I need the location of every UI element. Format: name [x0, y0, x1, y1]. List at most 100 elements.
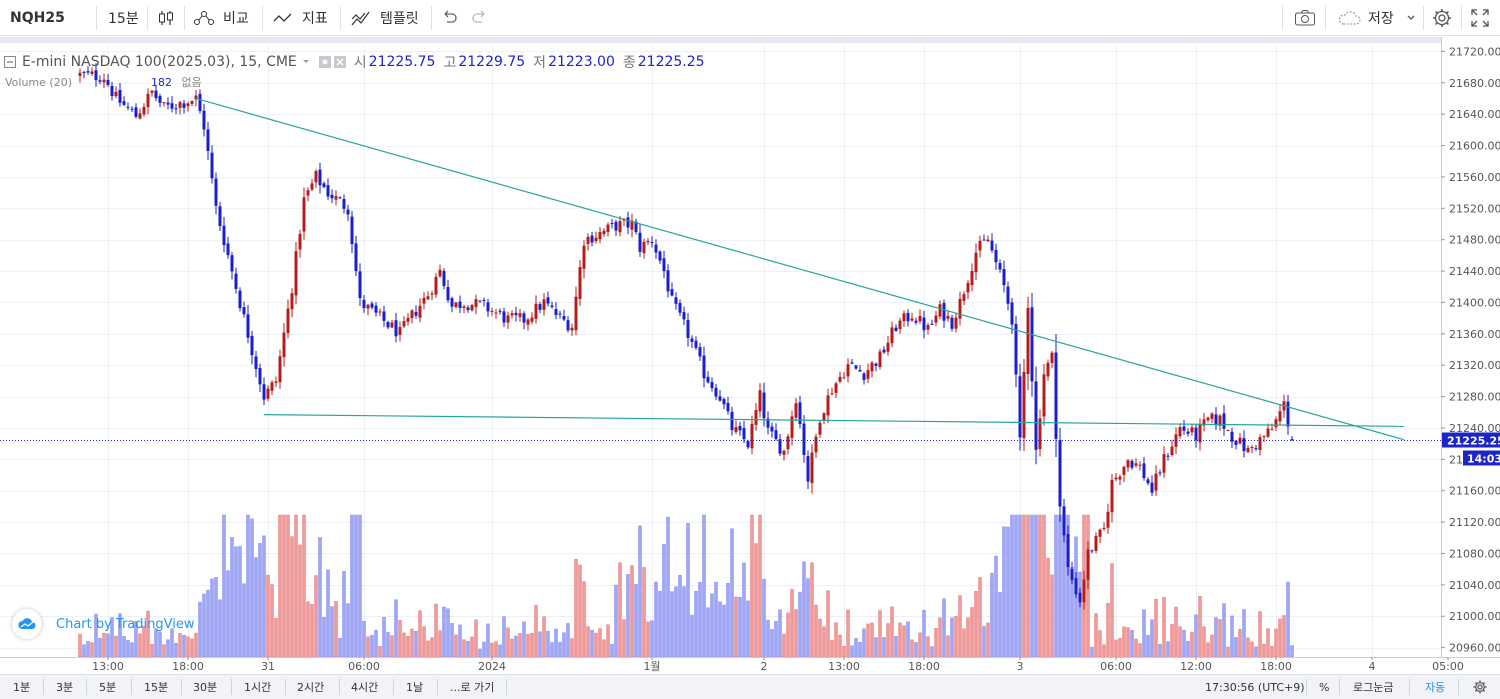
volume-bar — [946, 635, 950, 658]
range-30m[interactable]: 30분 — [193, 675, 217, 699]
range-label: 15분 — [144, 681, 169, 694]
candle-body — [442, 270, 446, 286]
chart-style-button[interactable] — [156, 0, 176, 36]
volume-bar — [1250, 641, 1254, 658]
divider — [1423, 6, 1424, 30]
candle-body — [806, 456, 810, 482]
candle-body — [1074, 578, 1078, 595]
close-icon[interactable] — [333, 56, 346, 68]
legend-title[interactable]: E-mini NASDAQ 100(2025.03), 15, CME — [22, 54, 297, 70]
scale-settings-button[interactable] — [1473, 675, 1487, 699]
range-4h[interactable]: 4시간 — [351, 675, 378, 699]
volume-bar — [470, 636, 474, 658]
candle-body — [298, 233, 302, 250]
range-1d[interactable]: 1날 — [406, 675, 423, 699]
price-tick-label: 21000.00 — [1449, 610, 1500, 623]
log-label: 로그눈금 — [1353, 681, 1394, 694]
candle-body — [710, 382, 714, 389]
range-15m[interactable]: 15분 — [144, 675, 168, 699]
volume-bar — [862, 628, 866, 658]
candle-body — [1238, 437, 1242, 444]
volume-legend[interactable]: Volume (20) 182 없음 — [5, 74, 202, 90]
undo-button[interactable] — [441, 0, 459, 36]
candle-body — [886, 342, 890, 352]
range-5m[interactable]: 5분 — [99, 675, 116, 699]
candle-body — [106, 79, 110, 85]
candle-body — [378, 311, 382, 313]
volume-bar — [850, 645, 854, 658]
low-value: 21223.00 — [548, 54, 615, 70]
trendlines[interactable] — [0, 97, 1441, 441]
settings-button[interactable] — [1431, 0, 1453, 36]
candle-body — [706, 376, 710, 383]
volume-bar — [1274, 628, 1278, 658]
volume-bar — [970, 607, 974, 658]
candle-body — [862, 373, 866, 380]
snapshot-button[interactable] — [1294, 0, 1316, 36]
volume-bar — [1174, 606, 1178, 658]
volume-bar — [718, 601, 722, 658]
candle-body — [1262, 435, 1266, 437]
candle-body — [434, 276, 438, 295]
volume-bar — [1230, 615, 1234, 658]
candle-body — [126, 106, 130, 108]
candle-body — [790, 416, 794, 438]
candle-body — [290, 293, 294, 310]
candles — [78, 63, 1294, 610]
chart-area[interactable]: 20960.00 21000.00 21040.00 21080.00 21120.00… — [0, 37, 1500, 674]
symbol-search[interactable]: NQH25 — [10, 0, 65, 36]
candle-body — [1102, 527, 1106, 529]
volume-bar — [1122, 626, 1126, 658]
collapse-icon[interactable] — [4, 56, 16, 68]
compare-button[interactable]: 비교 — [193, 0, 249, 36]
save-button[interactable]: 저장 — [1336, 0, 1416, 36]
divider — [231, 679, 232, 695]
volume-bar — [574, 558, 578, 658]
redo-button[interactable] — [470, 0, 488, 36]
indicators-button[interactable]: 지표 — [272, 0, 328, 36]
candle-body — [90, 71, 94, 74]
candles-icon — [159, 11, 173, 25]
candle-body — [682, 312, 686, 320]
candle-body — [654, 244, 658, 253]
candle-body — [394, 320, 398, 337]
range-1h[interactable]: 1시간 — [244, 675, 271, 699]
volume-bar — [314, 575, 318, 658]
settings-icon[interactable] — [318, 56, 331, 68]
fullscreen-button[interactable] — [1470, 0, 1490, 36]
volume-bar — [306, 601, 310, 658]
volume-bar — [122, 636, 126, 658]
range-3m[interactable]: 3분 — [56, 675, 73, 699]
volume-bar — [1146, 635, 1150, 658]
volume-bar — [510, 638, 514, 658]
divider — [147, 6, 148, 30]
volume-bar — [350, 514, 354, 658]
volume-bar — [874, 637, 878, 658]
log-toggle[interactable]: 로그눈금 — [1353, 675, 1393, 699]
candle-body — [1018, 376, 1022, 438]
clock[interactable]: 17:30:56 (UTC+9) — [1205, 675, 1305, 699]
candle-body — [1062, 506, 1066, 536]
chevron-down-icon[interactable] — [301, 57, 311, 67]
interval-button[interactable]: 15분 — [108, 0, 139, 36]
price-tick-label: 21640.00 — [1449, 108, 1500, 121]
auto-toggle[interactable]: 자동 — [1425, 675, 1445, 699]
candle-body — [494, 312, 498, 314]
candle-body — [918, 315, 922, 322]
candle-body — [230, 255, 234, 272]
candle-body — [1098, 529, 1102, 537]
price-chart[interactable]: 20960.00 21000.00 21040.00 21080.00 21120.00… — [0, 37, 1500, 674]
templates-button[interactable]: 템플릿 — [350, 0, 419, 36]
candle-body — [778, 439, 782, 454]
candle-body — [562, 316, 566, 320]
candle-body — [206, 129, 210, 151]
time-tick-label: 13:00 — [92, 660, 124, 673]
range-2h[interactable]: 2시간 — [297, 675, 324, 699]
percent-toggle[interactable]: % — [1319, 675, 1329, 699]
tradingview-watermark[interactable]: Chart by TradingView — [12, 609, 194, 639]
camera-icon — [1295, 10, 1315, 26]
goto-button[interactable]: ...로 가기 — [450, 675, 494, 699]
volume-bar — [638, 525, 642, 658]
candle-body — [638, 232, 642, 252]
range-1m[interactable]: 1분 — [13, 675, 30, 699]
